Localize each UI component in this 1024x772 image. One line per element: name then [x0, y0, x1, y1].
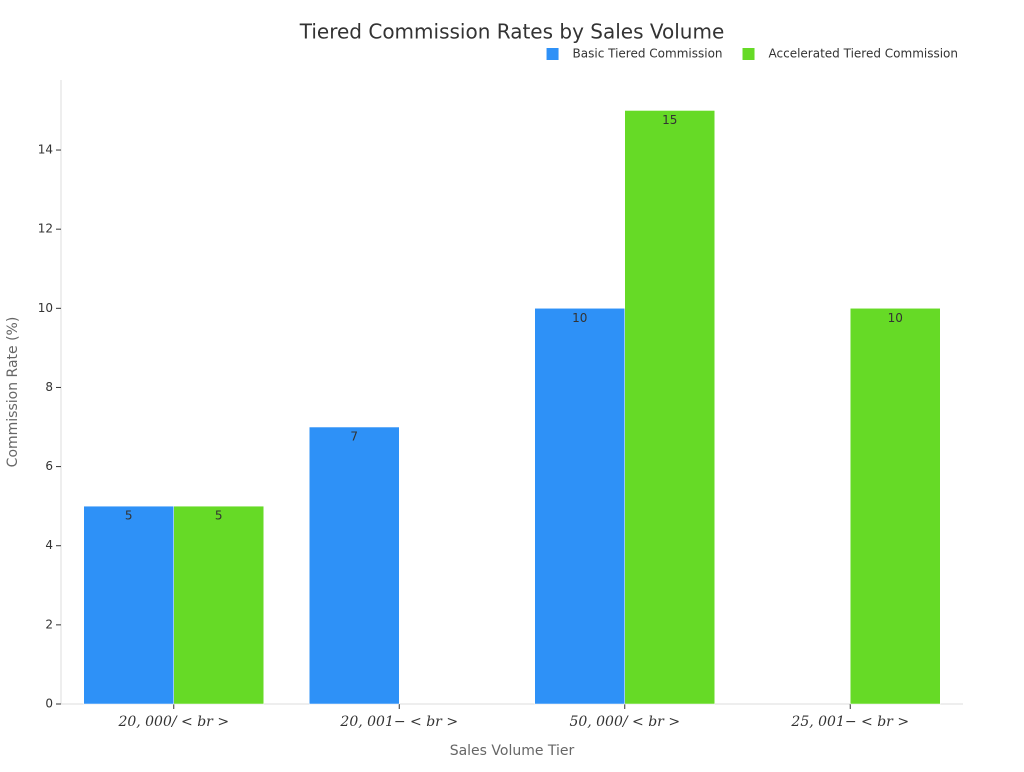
legend-swatch [742, 48, 755, 60]
y-tick-label: 12 [38, 222, 53, 236]
y-tick-label: 8 [45, 380, 53, 394]
x-tick-label: 20, 001− < br > [339, 714, 458, 730]
y-tick-label: 0 [45, 697, 53, 711]
x-axis-label: Sales Volume Tier [450, 743, 575, 759]
x-tick-label: 25, 001− < br > [790, 714, 909, 730]
bar [309, 426, 400, 705]
bar [850, 308, 941, 705]
value-label: 5 [215, 509, 223, 523]
value-label: 5 [125, 509, 133, 523]
y-axis-label: Commission Rate (%) [5, 317, 21, 468]
chart-title: Tiered Commission Rates by Sales Volume [299, 20, 725, 44]
value-label: 10 [888, 311, 903, 325]
bar [173, 505, 264, 705]
bar [534, 308, 625, 705]
y-tick-label: 4 [45, 538, 53, 552]
value-label: 15 [662, 113, 677, 127]
x-tick-label: 50, 000/ < br > [569, 714, 680, 730]
y-tick-label: 6 [45, 459, 53, 473]
y-tick-label: 10 [38, 301, 53, 315]
value-label: 7 [350, 430, 358, 444]
x-tick-label: 20, 000/ < br > [117, 714, 229, 730]
y-tick-label: 2 [45, 617, 53, 631]
value-label: 10 [572, 311, 587, 325]
legend-label: Accelerated Tiered Commission [769, 47, 958, 61]
y-tick-label: 14 [38, 143, 53, 157]
legend-swatch [546, 48, 559, 60]
bar [83, 505, 174, 705]
legend-label: Basic Tiered Commission [573, 47, 723, 61]
bar [624, 110, 715, 705]
